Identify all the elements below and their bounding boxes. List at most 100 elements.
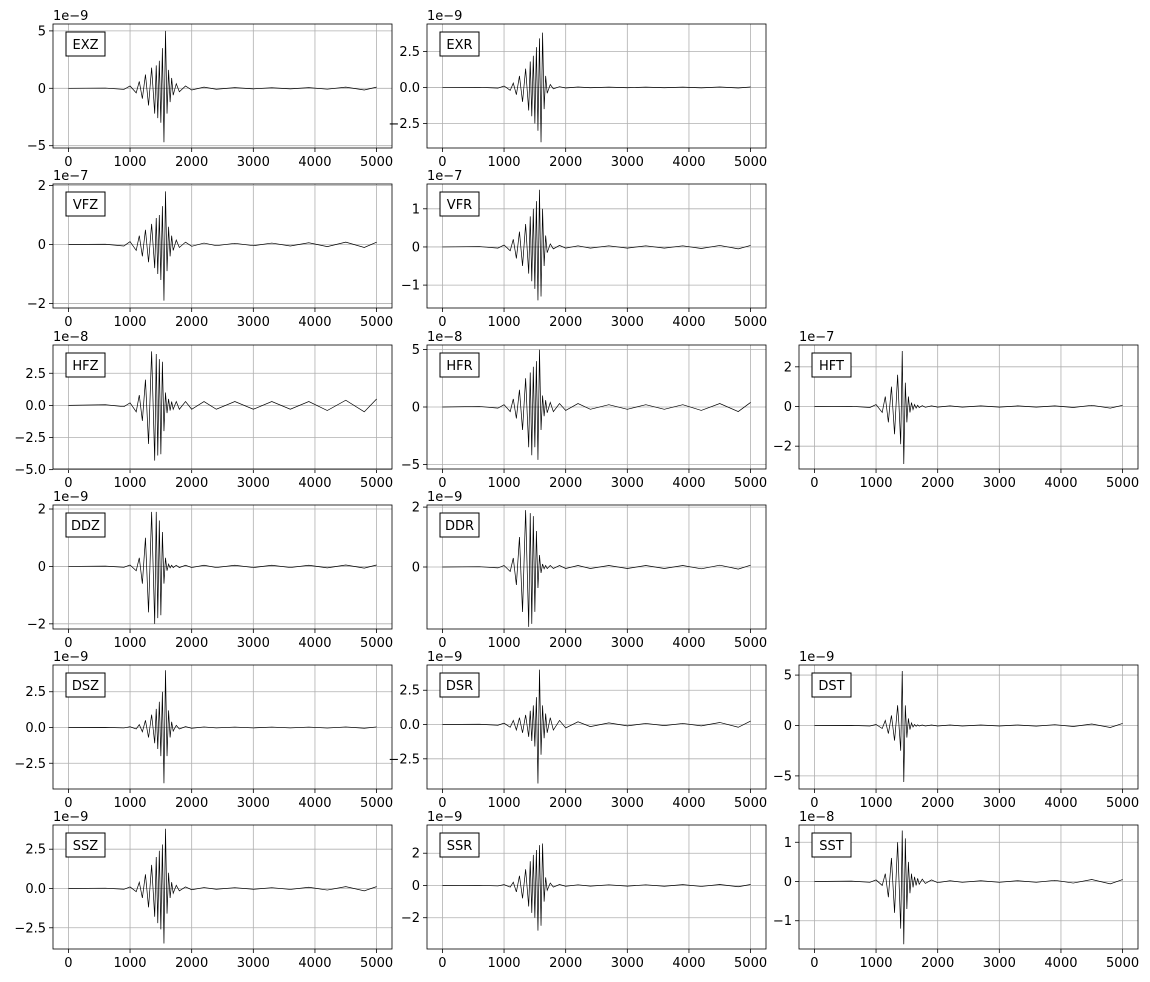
x-tick-label: 1000 [113,636,146,651]
y-tick-label: 5 [38,24,46,39]
x-tick-label: 0 [64,636,72,651]
waveform [68,351,377,461]
y-tick-label: 2.5 [25,367,46,382]
x-tick-label: 1000 [487,315,520,330]
y-tick-label: −2.5 [388,117,420,132]
x-tick-label: 3000 [237,636,270,651]
x-tick-label: 0 [810,956,818,971]
station-label: EXR [446,38,472,53]
x-tick-label: 2000 [175,315,208,330]
y-tick-label: −2 [27,297,46,312]
x-tick-label: 3000 [983,796,1016,811]
axes-frame [52,824,393,950]
x-tick-label: 0 [438,155,446,170]
x-tick-label: 5000 [734,476,767,491]
label-box [65,512,106,538]
axes-frame [52,183,393,309]
x-tick-label: 4000 [672,956,705,971]
axes-frame [798,824,1139,950]
offset-label: 1e−9 [427,810,462,825]
x-tick-label: 0 [438,315,446,330]
y-tick-label: 5 [784,669,792,684]
axes-frame [798,344,1139,470]
y-tick-label: 0.0 [399,718,420,733]
y-tick-label: 2.5 [399,684,420,699]
station-label: HFZ [72,359,98,374]
axes-frame [52,23,393,149]
x-tick-label: 1000 [487,476,520,491]
x-tick-label: 0 [64,155,72,170]
y-tick-label: −2.5 [14,431,46,446]
offset-label: 1e−9 [53,490,88,505]
y-tick-label: −5 [27,139,46,154]
x-tick-label: 5000 [360,155,393,170]
x-tick-label: 2000 [921,796,954,811]
x-tick-label: 1000 [113,796,146,811]
y-tick-label: −2.5 [14,921,46,936]
offset-label: 1e−8 [799,810,834,825]
x-tick-label: 3000 [611,956,644,971]
x-tick-label: 0 [438,956,446,971]
label-box [811,832,852,858]
x-tick-label: 2000 [175,155,208,170]
y-tick-label: 2 [38,503,46,518]
axes-frame [426,183,767,309]
x-tick-label: 5000 [360,956,393,971]
x-tick-label: 4000 [672,796,705,811]
label-box [439,672,480,698]
x-tick-label: 3000 [611,476,644,491]
waveform [814,830,1123,945]
offset-label: 1e−8 [53,330,88,345]
x-tick-label: 2000 [549,636,582,651]
waveform [442,843,751,931]
y-tick-label: 0 [38,238,46,253]
x-tick-label: 3000 [611,636,644,651]
x-tick-label: 1000 [113,956,146,971]
x-tick-label: 4000 [672,155,705,170]
x-tick-label: 5000 [734,315,767,330]
x-tick-label: 1000 [113,476,146,491]
y-tick-label: 2.5 [25,685,46,700]
x-tick-label: 0 [438,636,446,651]
y-tick-label: −2 [27,617,46,632]
y-tick-label: −2.5 [388,752,420,767]
x-tick-label: 1000 [113,155,146,170]
x-tick-label: 0 [64,476,72,491]
x-tick-label: 5000 [1106,476,1139,491]
x-tick-label: 2000 [549,796,582,811]
axes-frame [426,504,767,630]
offset-label: 1e−8 [427,330,462,345]
x-tick-label: 5000 [360,476,393,491]
label-box [65,832,106,858]
x-tick-label: 1000 [859,476,892,491]
x-tick-label: 2000 [175,956,208,971]
x-tick-label: 0 [438,796,446,811]
axes-frame [426,23,767,149]
offset-label: 1e−9 [53,810,88,825]
axes-frame [426,664,767,790]
x-tick-label: 3000 [611,155,644,170]
station-label: HFT [819,359,844,374]
x-tick-label: 3000 [983,476,1016,491]
label-box [439,352,480,378]
x-tick-label: 1000 [859,796,892,811]
waveform [442,510,751,627]
y-tick-label: 2.5 [399,45,420,60]
label-box [439,832,480,858]
y-tick-label: 0.0 [25,882,46,897]
x-tick-label: 5000 [734,636,767,651]
y-tick-label: 0 [38,560,46,575]
x-tick-label: 1000 [487,155,520,170]
x-tick-label: 1000 [487,956,520,971]
x-tick-label: 1000 [487,796,520,811]
axes-frame [798,664,1139,790]
y-tick-label: −5.0 [14,463,46,478]
x-tick-label: 2000 [549,956,582,971]
offset-label: 1e−7 [427,169,462,184]
waveform [814,350,1123,465]
station-label: VFZ [73,198,98,213]
y-tick-label: 0.0 [399,81,420,96]
x-tick-label: 3000 [237,155,270,170]
label-box [811,672,852,698]
station-label: DDZ [71,519,100,534]
